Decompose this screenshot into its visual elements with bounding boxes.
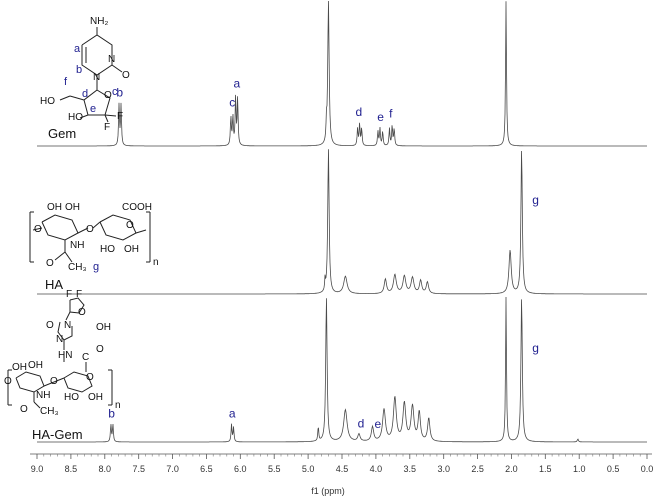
x-tick-label: 5.5 xyxy=(268,464,281,474)
gem-ring-o: O xyxy=(104,90,112,101)
ha-gem-f-1: F xyxy=(66,289,72,300)
ha-oh-1: OH xyxy=(47,202,62,213)
x-tick-label: 6.0 xyxy=(234,464,247,474)
ha-gem-o-4: O xyxy=(4,376,12,387)
x-tick-label: 6.5 xyxy=(200,464,213,474)
peak-label-gem-a: a xyxy=(234,77,241,91)
ha-o-1: O xyxy=(34,224,42,235)
gem-label-d: d xyxy=(82,88,88,100)
ha-gem-n-1: N xyxy=(64,320,71,331)
spectrum-trace-ha-gem xyxy=(37,296,647,443)
ha-oh-2: OH xyxy=(65,202,80,213)
x-tick-label: 4.0 xyxy=(370,464,383,474)
x-tick-label: 8.0 xyxy=(99,464,112,474)
ha-oh-3: OH xyxy=(124,244,139,255)
ha-ho: HO xyxy=(100,244,115,255)
ha-gem-oh-1: OH xyxy=(96,322,111,333)
peak-label-ha-gem-g: g xyxy=(532,341,539,355)
peak-label-gem-b: b xyxy=(116,86,123,100)
x-tick-label: 5.0 xyxy=(302,464,315,474)
ha-gem-o-2: O xyxy=(46,320,54,331)
ha-gem-oh-3: OH xyxy=(28,360,43,371)
gem-nh2: NH₂ xyxy=(90,16,108,27)
ha-gem-ch3: CH₃ xyxy=(40,406,59,417)
ha-o-4: O xyxy=(46,258,54,269)
peak-label-gem-f: f xyxy=(389,107,393,121)
x-tick-label: 2.0 xyxy=(505,464,518,474)
ha-gem-n-2: N xyxy=(56,334,63,345)
peak-label-ha-gem-b: b xyxy=(108,406,115,420)
x-tick-label: 9.0 xyxy=(31,464,44,474)
gem-n1: N xyxy=(93,72,100,83)
x-axis-title: f1 (ppm) xyxy=(311,486,345,496)
peak-label-gem-c: c xyxy=(229,96,235,110)
ha-gem-structure: F F O OH O N N HN C O OH OH O O O HO OH … xyxy=(4,289,121,417)
gem-f-1: F xyxy=(104,122,110,133)
x-axis: 9.0 8.5 8.0 7.5 7.0 6.5 6.0 5.5 5.0 4.5 4.0 3.5 3.0 2… xyxy=(30,453,654,474)
x-tick-label: 0.5 xyxy=(607,464,620,474)
ha-gem-o-6: O xyxy=(86,372,94,383)
ha-ch3: CH₃ xyxy=(68,262,87,273)
ha-gem-o-7: O xyxy=(20,404,28,415)
ha-structure: OH OH COOH O O O HO OH NH O CH₃ n g xyxy=(29,202,159,273)
peak-label-ha-gem-d: d xyxy=(358,417,365,431)
peak-label-ha-g: g xyxy=(532,193,539,207)
spectrum-name-ha-gem: HA-Gem xyxy=(32,427,83,442)
ha-cooh: COOH xyxy=(122,202,152,213)
ha-gem-ho: HO xyxy=(64,392,79,403)
spectrum-trace-ha xyxy=(37,149,647,295)
gem-n3: N xyxy=(108,54,115,65)
x-tick-label: 2.5 xyxy=(471,464,484,474)
x-tick-label: 1.0 xyxy=(573,464,586,474)
spectra-traces xyxy=(37,0,647,443)
gem-f-2: F xyxy=(117,111,123,122)
peak-label-gem-e: e xyxy=(377,110,384,124)
gem-ho-2: HO xyxy=(68,112,83,123)
peak-label-gem-d: d xyxy=(356,105,363,119)
x-tick-label: 8.5 xyxy=(65,464,78,474)
peak-label-ha-gem-a: a xyxy=(229,407,236,421)
ha-o-2: O xyxy=(86,224,94,235)
x-tick-label: 3.5 xyxy=(404,464,417,474)
spectrum-trace-gem xyxy=(37,0,647,147)
gem-label-c: c xyxy=(112,86,118,98)
peak-label-ha-gem-e: e xyxy=(375,417,382,431)
x-tick-label: 3.0 xyxy=(437,464,450,474)
ha-gem-nh: NH xyxy=(36,390,50,401)
ha-o-3: O xyxy=(126,220,134,231)
ha-gem-oh-4: OH xyxy=(88,392,103,403)
gem-label-b: b xyxy=(76,64,82,76)
gem-carbonyl-o: O xyxy=(122,70,130,81)
gem-label-f: f xyxy=(64,76,68,88)
gem-ho-1: HO xyxy=(40,96,55,107)
ha-gem-o-3: O xyxy=(96,344,104,355)
x-tick-label: 7.5 xyxy=(132,464,145,474)
spectrum-name-gem: Gem xyxy=(48,126,76,141)
x-tick-label: 0.0 xyxy=(641,464,654,474)
ha-gem-o-ring: O xyxy=(78,307,86,318)
x-tick-label: 1.5 xyxy=(539,464,552,474)
ha-label-g: g xyxy=(93,261,99,273)
x-tick-label: 4.5 xyxy=(336,464,349,474)
spectrum-name-ha: HA xyxy=(45,277,63,292)
gem-structure: NH₂ N N O O HO HO F F a b c d e f xyxy=(40,16,130,133)
ha-gem-f-2: F xyxy=(76,289,82,300)
ha-nh: NH xyxy=(70,240,84,251)
gem-label-e: e xyxy=(90,103,96,115)
ha-gem-o-5: O xyxy=(50,376,58,387)
ha-gem-oh-2: OH xyxy=(12,362,27,373)
x-tick-label: 7.0 xyxy=(166,464,179,474)
ha-n: n xyxy=(153,257,159,268)
ha-gem-n: n xyxy=(115,400,121,411)
ha-gem-c: C xyxy=(82,352,89,363)
gem-label-a: a xyxy=(74,43,81,55)
ha-gem-hn: HN xyxy=(58,350,72,361)
